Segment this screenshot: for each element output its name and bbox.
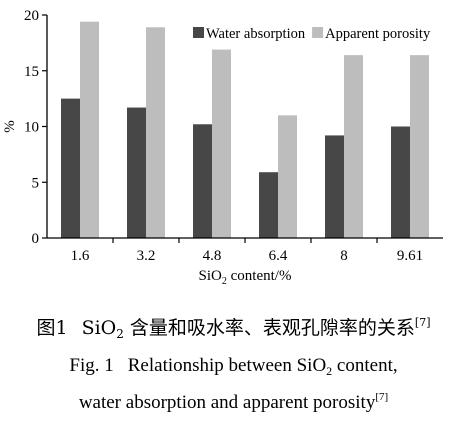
legend-label-0: Water absorption (206, 26, 306, 42)
caption-zh-post: 含量和吸水率、表观孔隙率的关系 (123, 317, 415, 339)
caption-en-pre: Relationship between SiO (127, 355, 327, 376)
x-axis-label: SiO2 content/% (199, 268, 292, 287)
x-axis-label-prefix: SiO (199, 268, 223, 284)
bar-water-absorption-1 (127, 107, 146, 238)
bar-apparent-porosity-5 (410, 55, 429, 238)
caption-english-line2: water absorption and apparent porosity[7… (0, 391, 467, 414)
y-tick-label: 0 (32, 231, 40, 247)
caption-zh-ref: [7] (414, 316, 431, 329)
bar-apparent-porosity-3 (278, 115, 297, 238)
x-tick-label: 8 (340, 248, 348, 264)
x-tick-label: 1.6 (71, 248, 90, 264)
x-tick-label: 6.4 (269, 248, 288, 264)
bar-apparent-porosity-1 (146, 27, 165, 238)
x-axis-label-subscript: 2 (222, 276, 227, 287)
x-tick-label: 4.8 (203, 248, 222, 264)
caption-english-line1: Fig. 1 Relationship between SiO2 content, (0, 355, 467, 379)
x-tick-label: 9.61 (397, 248, 423, 264)
y-tick-label: 15 (24, 64, 39, 80)
legend: Water absorption Apparent porosity (193, 26, 431, 42)
bar-water-absorption-0 (61, 98, 80, 238)
x-tick-label: 3.2 (137, 248, 156, 264)
y-tick-label: 5 (32, 175, 40, 191)
caption-zh-pre: SiO (81, 317, 117, 339)
bars-group (61, 21, 429, 238)
caption-en-fig: Fig. 1 (69, 355, 114, 376)
caption-zh-sub: 2 (116, 327, 124, 341)
x-ticks-group: 1.6 3.2 4.8 6.4 8 9.61 (71, 238, 423, 264)
legend-label-1: Apparent porosity (325, 26, 431, 42)
x-axis-label-suffix: content/% (227, 268, 292, 284)
bar-water-absorption-2 (193, 124, 212, 238)
caption-en-post: content, (332, 355, 398, 376)
legend-swatch-0 (193, 27, 204, 38)
legend-swatch-1 (312, 27, 324, 38)
bar-apparent-porosity-0 (80, 21, 99, 238)
bar-apparent-porosity-4 (344, 55, 363, 238)
y-tick-label: 10 (24, 120, 39, 136)
bar-water-absorption-3 (259, 172, 278, 238)
caption-zh-fig: 图1 (36, 317, 68, 339)
y-ticks-group: 0 5 10 15 20 (24, 8, 47, 247)
caption-en2-ref: [7] (375, 391, 389, 403)
bar-water-absorption-5 (391, 126, 410, 238)
bar-chart: 0 5 10 15 20 1.6 3.2 4.8 6.4 8 9.61 % SiO2 conten… (2, 8, 443, 287)
caption-en-sub: 2 (326, 364, 333, 378)
caption-en2-text: water absorption and apparent porosity (78, 392, 376, 413)
y-tick-label: 20 (24, 8, 39, 24)
caption-chinese: 图1 SiO2 含量和吸水率、表观孔隙率的关系[7] (0, 313, 467, 341)
bar-water-absorption-4 (325, 135, 344, 238)
bar-apparent-porosity-2 (212, 49, 231, 238)
y-axis-label: % (2, 120, 18, 133)
